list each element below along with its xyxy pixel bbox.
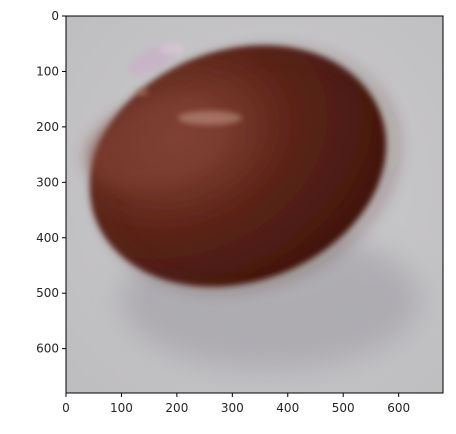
y-tick-label: 600 xyxy=(36,342,59,356)
y-tick-label: 300 xyxy=(36,175,59,189)
y-tick-label: 400 xyxy=(36,231,59,245)
y-axis: 0 100 200 300 400 500 600 xyxy=(36,9,66,356)
y-tick-label: 0 xyxy=(51,9,59,23)
specular-highlight xyxy=(160,43,184,55)
x-tick-label: 100 xyxy=(110,401,133,415)
x-tick-label: 500 xyxy=(332,401,355,415)
x-axis: 0 100 200 300 400 500 600 xyxy=(62,393,410,415)
y-tick-label: 500 xyxy=(36,286,59,300)
x-tick-label: 200 xyxy=(165,401,188,415)
y-tick-label: 200 xyxy=(36,120,59,134)
specular-highlight xyxy=(178,111,242,125)
y-tick-label: 100 xyxy=(36,64,59,78)
x-tick-label: 0 xyxy=(62,401,70,415)
x-tick-label: 400 xyxy=(276,401,299,415)
axes-frame xyxy=(65,15,444,394)
x-tick-label: 300 xyxy=(221,401,244,415)
x-tick-label: 600 xyxy=(387,401,410,415)
photo-area xyxy=(66,16,443,393)
specular-highlight xyxy=(136,88,148,96)
